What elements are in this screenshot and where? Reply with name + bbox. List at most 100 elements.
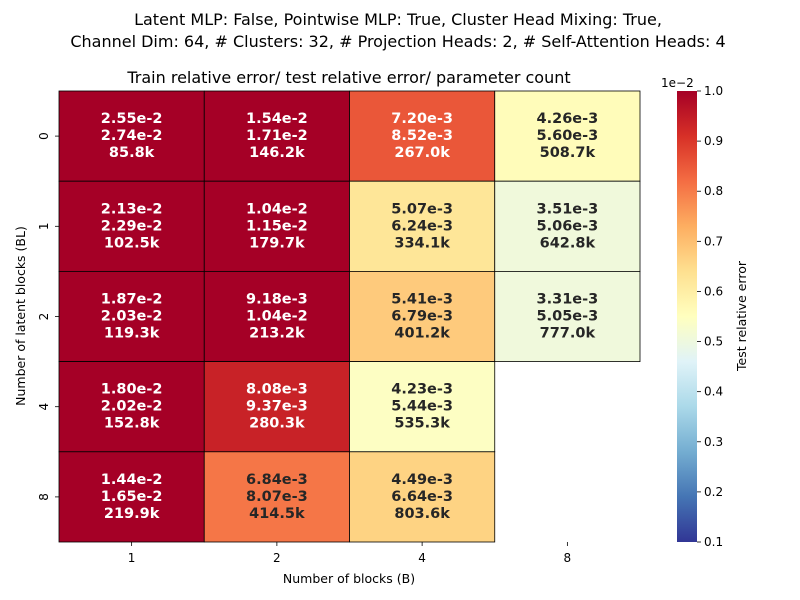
cell-train-value: 1.04e-2 xyxy=(246,201,308,217)
colorbar-tick-label: 0.4 xyxy=(704,385,723,399)
colorbar-tick-label: 1.0 xyxy=(704,84,723,98)
heatmap-cell xyxy=(58,361,205,453)
cell-test-value: 6.24e-3 xyxy=(391,218,453,234)
cell-param-count: 535.3k xyxy=(394,416,450,432)
colorbar-tick-label: 0.5 xyxy=(704,335,723,349)
heatmap-cell xyxy=(494,90,641,182)
heatmap-cell xyxy=(203,270,350,362)
colorbar-tick-label: 0.7 xyxy=(704,234,723,248)
cell-test-value: 6.64e-3 xyxy=(391,489,453,505)
cell-test-value: 2.02e-2 xyxy=(101,399,163,415)
heatmap-cell xyxy=(203,180,350,272)
cell-test-value: 1.71e-2 xyxy=(246,128,308,144)
cell-train-value: 9.18e-3 xyxy=(246,292,308,308)
y-axis-ticks: 0 1 2 4 8 xyxy=(37,132,59,501)
cell-param-count: 102.5k xyxy=(104,235,160,251)
cell-test-value: 2.74e-2 xyxy=(101,128,163,144)
cell-train-value: 1.80e-2 xyxy=(101,382,163,398)
y-tick-label: 1 xyxy=(37,222,51,230)
chart-title: Train relative error/ test relative erro… xyxy=(126,68,570,87)
heatmap-cell xyxy=(494,180,641,272)
cell-train-value: 3.51e-3 xyxy=(537,201,599,217)
y-tick-label: 8 xyxy=(37,493,51,501)
cell-train-value: 2.13e-2 xyxy=(101,201,163,217)
cell-train-value: 1.54e-2 xyxy=(246,111,308,127)
cell-train-value: 1.87e-2 xyxy=(101,292,163,308)
heatmap-cell xyxy=(349,361,496,453)
cell-param-count: 213.2k xyxy=(249,326,305,342)
colorbar-tick-label: 0.3 xyxy=(704,435,723,449)
cell-train-value: 3.31e-3 xyxy=(537,292,599,308)
y-tick-label: 2 xyxy=(37,313,51,321)
cell-param-count: 401.2k xyxy=(394,326,450,342)
cell-test-value: 1.04e-2 xyxy=(246,309,308,325)
colorbar-multiplier: 1e−2 xyxy=(661,76,694,90)
colorbar-tick-label: 0.6 xyxy=(704,284,723,298)
y-tick-label: 4 xyxy=(37,403,51,411)
cell-test-value: 1.15e-2 xyxy=(246,218,308,234)
heatmap-cell xyxy=(203,451,350,543)
cell-param-count: 219.9k xyxy=(104,506,160,522)
heatmap-cell xyxy=(349,451,496,543)
heatmap-cell xyxy=(203,361,350,453)
heatmap-cell xyxy=(349,90,496,182)
cell-train-value: 7.20e-3 xyxy=(391,111,453,127)
cell-test-value: 6.79e-3 xyxy=(391,309,453,325)
colorbar-label: Test relative error xyxy=(734,260,749,372)
cell-test-value: 5.44e-3 xyxy=(391,399,453,415)
heatmap-cell xyxy=(203,90,350,182)
colorbar-tick-label: 0.8 xyxy=(704,184,723,198)
cell-train-value: 8.08e-3 xyxy=(246,382,308,398)
cell-test-value: 9.37e-3 xyxy=(246,399,308,415)
cell-test-value: 2.03e-2 xyxy=(101,309,163,325)
colorbar-gradient xyxy=(677,91,697,542)
cell-train-value: 4.49e-3 xyxy=(391,472,453,488)
suptitle-line-2: Channel Dim: 64, # Clusters: 32, # Proje… xyxy=(70,32,725,51)
colorbar: 0.1 0.2 0.3 0.4 0.5 0.6 0.7 0.8 0.9 1.0 1e−2 Test… xyxy=(661,76,749,549)
cell-param-count: 777.0k xyxy=(540,326,596,342)
colorbar-tick-label: 0.2 xyxy=(704,485,723,499)
cell-param-count: 334.1k xyxy=(394,235,450,251)
cell-train-value: 4.26e-3 xyxy=(537,111,599,127)
cell-param-count: 414.5k xyxy=(249,506,305,522)
cell-param-count: 267.0k xyxy=(394,145,450,161)
y-axis-label: Number of latent blocks (BL) xyxy=(13,226,28,406)
suptitle-line-1: Latent MLP: False, Pointwise MLP: True, … xyxy=(134,10,662,29)
cell-param-count: 146.2k xyxy=(249,145,305,161)
heatmap-cell xyxy=(58,90,205,182)
cell-param-count: 85.8k xyxy=(109,145,155,161)
cell-param-count: 179.7k xyxy=(249,235,305,251)
cell-train-value: 5.41e-3 xyxy=(391,292,453,308)
cell-test-value: 5.60e-3 xyxy=(537,128,599,144)
cell-test-value: 8.07e-3 xyxy=(246,489,308,505)
colorbar-tick-label: 0.1 xyxy=(704,535,723,549)
x-tick-label: 1 xyxy=(128,551,136,565)
cell-param-count: 642.8k xyxy=(540,235,596,251)
cell-train-value: 2.55e-2 xyxy=(101,111,163,127)
cell-train-value: 5.07e-3 xyxy=(391,201,453,217)
cell-test-value: 5.06e-3 xyxy=(537,218,599,234)
cell-train-value: 4.23e-3 xyxy=(391,382,453,398)
colorbar-tick-label: 0.9 xyxy=(704,134,723,148)
x-axis-ticks: 1 2 4 8 xyxy=(128,542,571,565)
cell-param-count: 119.3k xyxy=(104,326,160,342)
y-tick-label: 0 xyxy=(37,132,51,140)
cell-train-value: 6.84e-3 xyxy=(246,472,308,488)
cell-test-value: 1.65e-2 xyxy=(101,489,163,505)
x-axis-label: Number of blocks (B) xyxy=(283,571,415,586)
cell-param-count: 280.3k xyxy=(249,416,305,432)
heatmap-cell xyxy=(494,270,641,362)
cell-test-value: 2.29e-2 xyxy=(101,218,163,234)
x-tick-label: 4 xyxy=(418,551,426,565)
x-tick-label: 2 xyxy=(273,551,281,565)
x-tick-label: 8 xyxy=(564,551,572,565)
cell-train-value: 1.44e-2 xyxy=(101,472,163,488)
cell-param-count: 508.7k xyxy=(540,145,596,161)
cell-test-value: 8.52e-3 xyxy=(391,128,453,144)
cell-param-count: 152.8k xyxy=(104,416,160,432)
heatmap-cell xyxy=(58,180,205,272)
cell-test-value: 5.05e-3 xyxy=(537,309,599,325)
cell-param-count: 803.6k xyxy=(394,506,450,522)
